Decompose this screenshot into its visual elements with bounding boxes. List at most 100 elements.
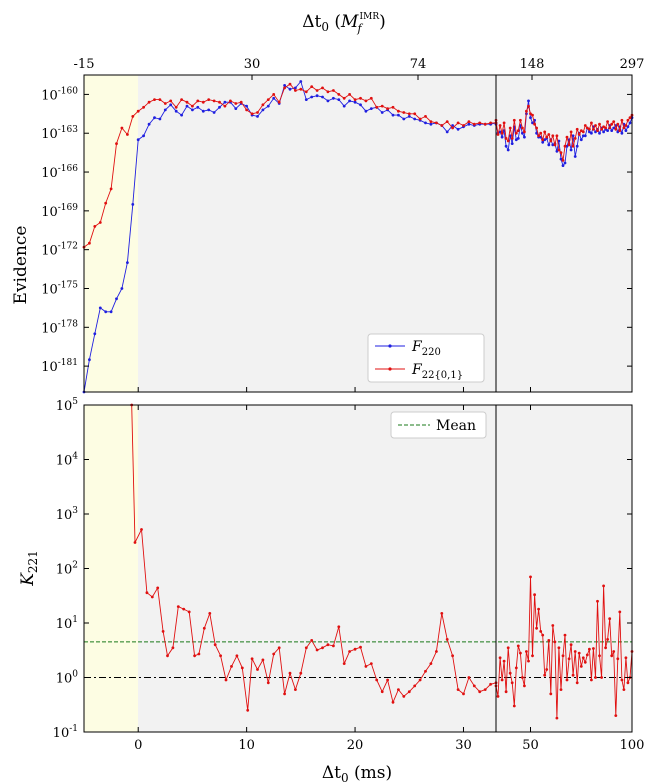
evidence-point <box>626 118 630 122</box>
evidence-point <box>521 126 524 130</box>
evidence-point <box>598 131 601 135</box>
evidence-point <box>516 129 520 133</box>
evidence-point <box>456 127 460 131</box>
evidence-point <box>191 108 194 112</box>
evidence-point <box>529 116 532 120</box>
bayes-point <box>547 639 551 642</box>
evidence-point <box>563 144 567 148</box>
bayes-point <box>579 665 583 668</box>
evidence-point <box>413 112 417 116</box>
evidence-point <box>559 151 563 155</box>
evidence-point <box>359 103 362 107</box>
bayes-point <box>202 626 206 630</box>
bottom-axis-tick-label: 10 <box>238 738 255 753</box>
bayes-point <box>193 654 197 658</box>
bayes-point <box>397 688 400 691</box>
bayes-point <box>261 658 265 662</box>
legend-marker-f2201 <box>388 367 392 371</box>
bayes-point <box>624 656 628 660</box>
evidence-point <box>612 120 616 123</box>
evidence-point <box>496 133 500 136</box>
evidence-point <box>332 89 335 92</box>
evidence-point <box>483 122 487 126</box>
evidence-point <box>575 144 579 148</box>
evidence-point <box>510 142 514 146</box>
evidence-point <box>573 137 577 140</box>
evidence-point <box>397 109 400 113</box>
evidence-point <box>610 122 614 126</box>
evidence-point <box>545 135 549 139</box>
evidence-point <box>451 126 454 130</box>
bayes-point <box>502 659 506 663</box>
bayes-point <box>483 688 487 691</box>
evidence-point <box>590 131 593 135</box>
evidence-point <box>598 122 601 126</box>
evidence-point <box>583 124 587 127</box>
top-axis-tick-label: 30 <box>244 57 261 72</box>
evidence-point <box>153 98 156 101</box>
bayes-point <box>622 688 626 691</box>
evidence-point <box>602 130 605 134</box>
evidence-frame <box>83 74 633 393</box>
evidence-point <box>424 115 427 118</box>
bayes-point <box>594 676 597 679</box>
evidence-y-tick-label: 10-169 <box>41 203 78 220</box>
evidence-point <box>315 89 319 92</box>
evidence-point <box>266 98 270 101</box>
evidence-point <box>272 93 276 96</box>
bayes-point <box>553 640 557 644</box>
evidence-point <box>592 127 595 131</box>
evidence-point <box>579 138 583 142</box>
bayes-point <box>489 682 492 686</box>
evidence-point <box>261 108 265 112</box>
bayes-point <box>626 681 630 685</box>
bayes-point <box>424 669 427 673</box>
bayes-point <box>359 645 362 649</box>
evidence-point <box>256 115 259 118</box>
evidence-point <box>402 117 406 121</box>
bayes-y-tick-label: 103 <box>56 506 79 523</box>
evidence-point <box>229 99 232 103</box>
evidence-point <box>569 148 573 152</box>
evidence-point <box>180 98 184 101</box>
bayes-point <box>161 630 165 633</box>
bayes-point <box>600 676 603 679</box>
bayes-point <box>577 651 581 655</box>
evidence-point <box>369 96 373 100</box>
evidence-point <box>600 127 603 131</box>
evidence-point <box>98 221 102 224</box>
bayes-point <box>299 671 303 675</box>
evidence-point <box>310 85 314 88</box>
evidence-point <box>126 261 129 264</box>
bayes-point <box>435 650 438 653</box>
evidence-point <box>245 108 249 112</box>
bayes-point <box>590 678 593 682</box>
bayes-point <box>559 688 563 691</box>
bayes-y-tick-label: 105 <box>56 397 79 414</box>
evidence-point <box>581 130 585 134</box>
bayes-point <box>364 665 368 668</box>
evidence-point <box>294 89 297 92</box>
bayes-point <box>391 700 395 704</box>
bayes-point <box>614 714 618 717</box>
evidence-point <box>551 143 555 147</box>
evidence-point <box>126 133 129 136</box>
evidence-point <box>445 120 449 123</box>
evidence-point <box>429 122 433 126</box>
evidence-point <box>533 122 536 126</box>
bayes-legend: Mean <box>390 411 487 439</box>
bayes-point <box>616 657 620 661</box>
evidence-point <box>628 116 632 120</box>
evidence-point <box>115 297 118 301</box>
evidence-point <box>456 121 460 125</box>
evidence-point <box>163 102 167 105</box>
bayes-point <box>541 633 545 637</box>
bayes-point <box>555 716 559 720</box>
evidence-point <box>277 100 281 104</box>
evidence-point <box>348 99 351 103</box>
evidence-point <box>207 108 211 112</box>
evidence-point <box>510 137 514 140</box>
evidence-point <box>519 118 522 122</box>
evidence-point <box>462 124 465 127</box>
bayes-point <box>527 659 530 663</box>
